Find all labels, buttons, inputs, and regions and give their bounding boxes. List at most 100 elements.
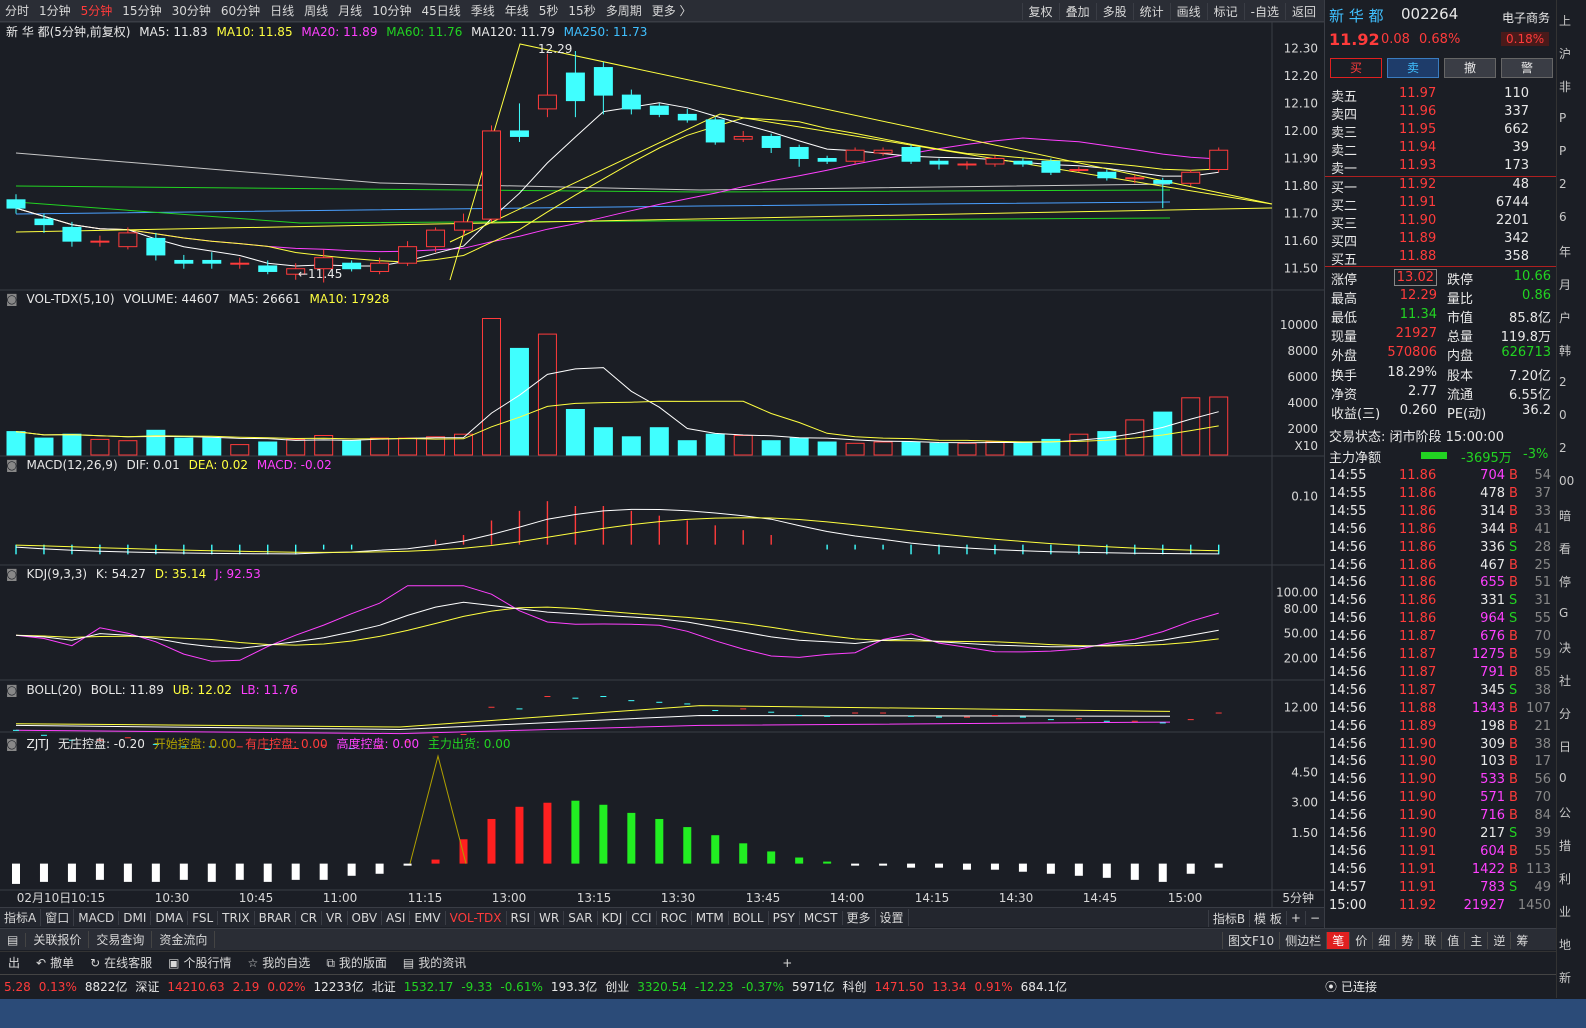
menu-item-7[interactable]: + <box>774 956 800 970</box>
period-tab-5[interactable]: 60分钟 <box>220 4 261 18</box>
menu-item-5[interactable]: ⧉ 我的版面 <box>318 954 395 971</box>
indicator-right-3[interactable]: − <box>1304 911 1324 925</box>
menu-item-3[interactable]: ▣ 个股行情 <box>160 954 239 971</box>
period-tab-8[interactable]: 月线 <box>338 4 363 18</box>
period-tab-11[interactable]: 季线 <box>470 4 495 18</box>
indicator-tab-5[interactable]: FSL <box>188 910 219 925</box>
bids-row-2[interactable]: 买三 11.90 2201 <box>1325 213 1557 232</box>
period-tab-2[interactable]: 5分钟 <box>80 4 113 18</box>
indicator-tab-18[interactable]: CCI <box>627 910 657 925</box>
side-tab-9[interactable]: 逆 <box>1487 931 1510 949</box>
side-tab-7[interactable]: 值 <box>1441 931 1464 949</box>
tool-button-6[interactable]: -自选 <box>1243 2 1285 20</box>
indicator-tab-24[interactable]: 更多 <box>843 909 876 926</box>
indicator-tab-25[interactable]: 设置 <box>876 909 909 926</box>
side-tab-2[interactable]: 笔 <box>1326 931 1350 949</box>
indicator-right-1[interactable]: 模 板 <box>1249 909 1286 927</box>
indicator-tab-3[interactable]: DMI <box>119 910 152 925</box>
indicator-tab-23[interactable]: MCST <box>800 910 843 925</box>
collapse-icon[interactable]: ◙ <box>6 567 18 581</box>
sub-tab-1[interactable]: 交易查询 <box>89 931 153 948</box>
tool-button-5[interactable]: 标记 <box>1206 2 1244 20</box>
panel-toggle-icon[interactable]: ▤ <box>0 932 27 947</box>
indicator-right-0[interactable]: 指标B <box>1207 909 1249 927</box>
period-tab-6[interactable]: 日线 <box>270 4 295 18</box>
sector-name[interactable]: 电子商务 <box>1502 11 1551 25</box>
menu-item-4[interactable]: ☆ 我的自选 <box>240 954 319 971</box>
period-tab-0[interactable]: 分时 <box>5 4 30 18</box>
asks-row-1[interactable]: 卖四 11.96 337 <box>1325 104 1557 123</box>
cancel-order-button[interactable]: 撤 <box>1444 58 1496 78</box>
indicator-right-2[interactable]: + <box>1285 911 1305 925</box>
indicator-tab-2[interactable]: MACD <box>74 910 120 925</box>
indicator-tab-22[interactable]: PSY <box>769 910 800 925</box>
period-tab-15[interactable]: 多周期 <box>605 4 642 18</box>
period-tab-3[interactable]: 15分钟 <box>122 4 162 18</box>
menu-item-1[interactable]: ↶ 撤单 <box>28 954 82 971</box>
tool-button-2[interactable]: 多股 <box>1095 2 1133 20</box>
period-tab-9[interactable]: 10分钟 <box>372 4 412 18</box>
period-tab-14[interactable]: 15秒 <box>568 4 596 18</box>
period-tab-4[interactable]: 30分钟 <box>171 4 211 18</box>
tool-button-1[interactable]: 叠加 <box>1058 2 1096 20</box>
side-tab-1[interactable]: 侧边栏 <box>1279 931 1326 949</box>
indicator-tab-0[interactable]: 指标A <box>0 909 42 926</box>
tool-button-3[interactable]: 统计 <box>1132 2 1170 20</box>
sub-tab-2[interactable]: 资金流向 <box>152 931 216 948</box>
period-tab-16[interactable]: 更多 〉 <box>651 4 692 18</box>
asks-row-0[interactable]: 卖五 11.97 110 <box>1325 86 1557 105</box>
indicator-tab-11[interactable]: ASI <box>382 910 411 925</box>
menu-item-6[interactable]: ▤ 我的资讯 <box>395 954 474 971</box>
indicator-tab-6[interactable]: TRIX <box>218 910 255 925</box>
indicator-tab-14[interactable]: RSI <box>507 910 536 925</box>
indicator-tab-16[interactable]: SAR <box>564 910 598 925</box>
asks-row-2[interactable]: 卖三 11.95 662 <box>1325 122 1557 141</box>
period-tab-1[interactable]: 1分钟 <box>39 4 71 18</box>
indicator-tab-4[interactable]: DMA <box>151 910 189 925</box>
buy-button[interactable]: 买 <box>1330 58 1382 78</box>
menu-item-2[interactable]: ↻ 在线客服 <box>82 954 160 971</box>
period-tab-7[interactable]: 周线 <box>304 4 329 18</box>
indicator-tab-15[interactable]: WR <box>535 910 565 925</box>
indicator-tab-1[interactable]: 窗口 <box>41 909 75 926</box>
bids-row-1[interactable]: 买二 11.91 6744 <box>1325 195 1557 214</box>
period-tab-10[interactable]: 45日线 <box>421 4 461 18</box>
collapse-icon[interactable]: ◙ <box>6 737 18 751</box>
tool-button-4[interactable]: 画线 <box>1169 2 1207 20</box>
period-tab-13[interactable]: 5秒 <box>538 4 559 18</box>
collapse-icon[interactable]: ◙ <box>6 292 18 306</box>
side-tab-3[interactable]: 价 <box>1349 931 1372 949</box>
indicator-tab-13[interactable]: VOL-TDX <box>446 910 507 925</box>
side-tab-8[interactable]: 主 <box>1464 931 1487 949</box>
indicator-tab-9[interactable]: VR <box>322 910 348 925</box>
asks-row-4[interactable]: 卖一 11.93 173 <box>1325 158 1557 177</box>
indicator-tab-12[interactable]: EMV <box>410 910 446 925</box>
asks-row-3[interactable]: 卖二 11.94 39 <box>1325 140 1557 159</box>
side-tab-10[interactable]: 筹 <box>1510 931 1533 949</box>
bids-row-3[interactable]: 买四 11.89 342 <box>1325 231 1557 250</box>
zjtj-bar <box>95 863 104 880</box>
period-tab-12[interactable]: 年线 <box>504 4 529 18</box>
collapse-icon[interactable]: ◙ <box>6 458 18 472</box>
indicator-tab-17[interactable]: KDJ <box>598 910 628 925</box>
menu-item-0[interactable]: 出 <box>0 954 28 971</box>
alert-button[interactable]: 警 <box>1501 58 1553 78</box>
chart-area[interactable]: 12.30 12.20 12.10 12.00 11.90 11.80 11.70 11.60… <box>0 22 1324 907</box>
side-tab-5[interactable]: 势 <box>1395 931 1418 949</box>
indicator-tab-19[interactable]: ROC <box>657 910 692 925</box>
indicator-tab-20[interactable]: MTM <box>692 910 729 925</box>
sell-button[interactable]: 卖 <box>1387 58 1439 78</box>
side-tab-6[interactable]: 联 <box>1418 931 1441 949</box>
indicator-tab-8[interactable]: CR <box>296 910 322 925</box>
sub-tab-0[interactable]: 关联报价 <box>26 931 90 948</box>
indicator-tab-10[interactable]: OBV <box>348 910 383 925</box>
side-tab-4[interactable]: 细 <box>1372 931 1395 949</box>
indicator-tab-7[interactable]: BRAR <box>255 910 297 925</box>
bids-row-4[interactable]: 买五 11.88 358 <box>1325 249 1557 268</box>
collapse-icon[interactable]: ◙ <box>6 683 18 697</box>
bids-row-0[interactable]: 买一 11.92 48 <box>1325 177 1557 196</box>
tool-button-0[interactable]: 复权 <box>1021 2 1059 20</box>
side-tab-0[interactable]: 图文F10 <box>1222 931 1279 949</box>
tool-button-7[interactable]: 返回 <box>1284 2 1322 20</box>
indicator-tab-21[interactable]: BOLL <box>729 910 769 925</box>
